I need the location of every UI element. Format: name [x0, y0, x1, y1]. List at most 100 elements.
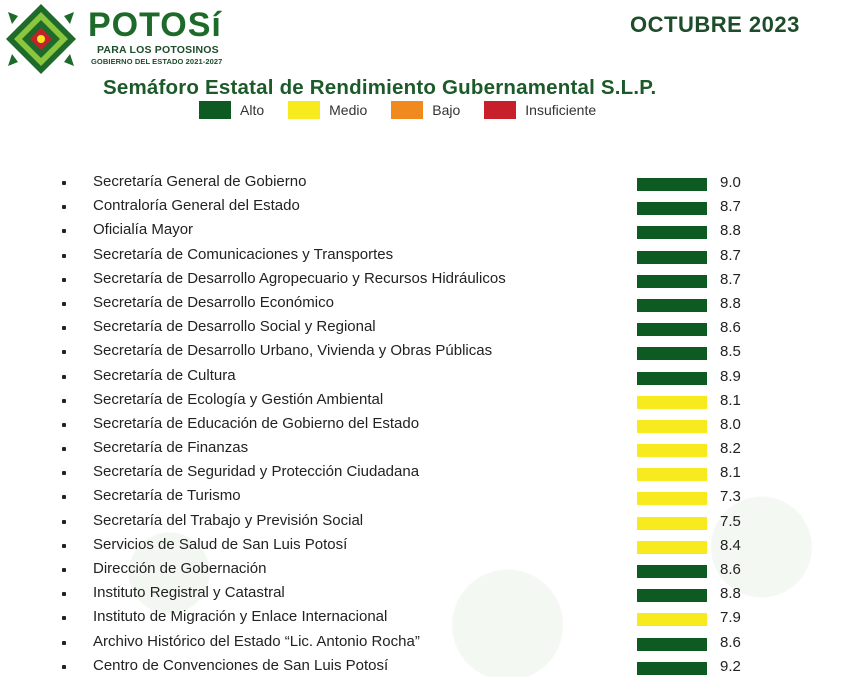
status-bar: [637, 444, 707, 458]
score-value: 8.1: [720, 391, 741, 409]
table-row: Archivo Histórico del Estado “Lic. Anton…: [0, 632, 846, 656]
report-period: OCTUBRE 2023: [630, 12, 800, 37]
status-bar: [637, 250, 707, 264]
bullet-icon: [62, 543, 66, 548]
agency-name: Secretaría de Comunicaciones y Transport…: [93, 245, 394, 263]
legend-label: Medio: [329, 102, 368, 118]
score-value: 7.3: [720, 488, 741, 506]
table-row: Secretaría de Comunicaciones y Transport…: [0, 245, 846, 269]
status-bar: [637, 178, 707, 191]
status-bar: [637, 661, 707, 675]
legend-item: Medio: [288, 101, 367, 119]
table-row: Secretaría de Ecología y Gestión Ambient…: [0, 390, 846, 414]
agency-name: Instituto de Migración y Enlace Internac…: [93, 608, 388, 626]
score-value: 8.6: [720, 561, 741, 578]
agency-name: Archivo Histórico del Estado “Lic. Anton…: [93, 632, 420, 650]
agency-name: Secretaría de Ecología y Gestión Ambient…: [93, 390, 384, 408]
legend-swatch: [199, 101, 231, 119]
status-bar: [637, 371, 707, 385]
bullet-icon: [62, 495, 66, 500]
agency-name: Dirección de Gobernación: [93, 560, 267, 577]
table-row: Secretaría de Desarrollo Económico 8.8: [0, 293, 846, 317]
legend-swatch: [484, 101, 517, 119]
table-row: Dirección de Gobernación 8.6: [0, 559, 846, 583]
bullet-icon: [62, 568, 66, 572]
legend-item: Alto: [199, 101, 264, 119]
table-row: Instituto Registral y Catastral 8.8: [0, 583, 846, 607]
score-value: 9.2: [720, 657, 741, 675]
legend-label: Bajo: [432, 102, 461, 118]
score-value: 8.7: [720, 246, 741, 264]
bullet-icon: [62, 326, 66, 331]
table-row: Contraloría General del Estado 8.7: [0, 196, 846, 220]
agency-name: Secretaría de Finanzas: [93, 439, 249, 457]
bullet-icon: [62, 350, 66, 355]
bullet-icon: [62, 301, 66, 306]
table-row: Secretaría de Cultura 8.9: [0, 366, 846, 390]
table-row: Secretaría de Desarrollo Urbano, Viviend…: [0, 341, 846, 365]
bullet-icon: [62, 374, 66, 379]
status-bar: [637, 637, 707, 651]
status-bar: [637, 226, 707, 240]
table-row: Instituto de Migración y Enlace Internac…: [0, 607, 846, 631]
table-row: Secretaría de Desarrollo Agropecuario y …: [0, 269, 846, 293]
status-bar: [637, 323, 707, 337]
score-value: 8.0: [720, 415, 741, 433]
score-value: 8.6: [720, 633, 741, 651]
status-bar: [637, 516, 707, 530]
agency-name: Secretaría de Educación de Gobierno del …: [93, 414, 420, 432]
table-row: Secretaría de Turismo 7.3: [0, 486, 846, 510]
status-bar: [637, 274, 707, 288]
score-value: 7.9: [720, 609, 741, 627]
status-bar: [637, 347, 707, 361]
legend: Alto Medio Bajo Insuficiente: [199, 101, 620, 119]
bullet-icon: [62, 181, 66, 185]
bullet-icon: [62, 277, 66, 282]
agency-name: Centro de Convenciones de San Luis Potos…: [93, 656, 389, 674]
table-row: Secretaría de Educación de Gobierno del …: [0, 414, 846, 438]
legend-item: Insuficiente: [484, 101, 596, 119]
table-row: Oficialía Mayor 8.8: [0, 220, 846, 244]
agency-name: Secretaría de Turismo: [93, 487, 241, 505]
bullet-icon: [62, 616, 66, 621]
score-value: 8.4: [720, 536, 741, 554]
table-row: Servicios de Salud de San Luis Potosí 8.4: [0, 535, 846, 559]
legend-swatch: [391, 101, 424, 119]
agency-name: Secretaría del Trabajo y Previsión Socia…: [93, 511, 364, 529]
agency-name: Secretaría de Seguridad y Protección Ciu…: [93, 463, 420, 481]
score-value: 8.1: [720, 464, 741, 482]
brand-name: POTOSí: [88, 6, 222, 44]
score-value: 8.8: [720, 585, 741, 603]
legend-swatch: [288, 101, 321, 119]
status-bar: [637, 565, 707, 578]
status-bar: [637, 468, 707, 482]
score-value: 7.5: [720, 512, 741, 530]
brand-government: GOBIERNO DEL ESTADO 2021-2027: [91, 57, 223, 66]
table-row: Centro de Convenciones de San Luis Potos…: [0, 656, 846, 680]
bullet-icon: [62, 398, 66, 403]
status-bar: [637, 395, 707, 409]
agency-name: Secretaría de Cultura: [93, 366, 236, 384]
bullet-icon: [62, 422, 66, 427]
legend-label: Insuficiente: [525, 102, 597, 118]
bullet-icon: [62, 592, 66, 597]
bullet-icon: [62, 519, 66, 524]
agency-name: Oficialía Mayor: [93, 221, 194, 239]
agency-name: Secretaría de Desarrollo Social y Region…: [93, 318, 376, 336]
status-bar: [637, 540, 707, 554]
status-bar: [637, 492, 707, 506]
score-value: 8.9: [720, 367, 741, 385]
status-bar: [637, 202, 707, 216]
agency-name: Contraloría General del Estado: [93, 197, 300, 215]
score-value: 8.7: [720, 198, 741, 216]
status-bar: [637, 419, 707, 433]
bullet-icon: [62, 664, 66, 669]
bullet-icon: [62, 640, 66, 645]
bullet-icon: [62, 471, 66, 476]
agency-name: Secretaría de Desarrollo Económico: [93, 293, 334, 311]
legend-item: Bajo: [391, 101, 460, 119]
state-emblem-logo: [6, 4, 76, 74]
status-bar: [637, 589, 707, 603]
document-title: Semáforo Estatal de Rendimiento Gubernam…: [103, 76, 657, 99]
status-bar: [637, 298, 707, 312]
